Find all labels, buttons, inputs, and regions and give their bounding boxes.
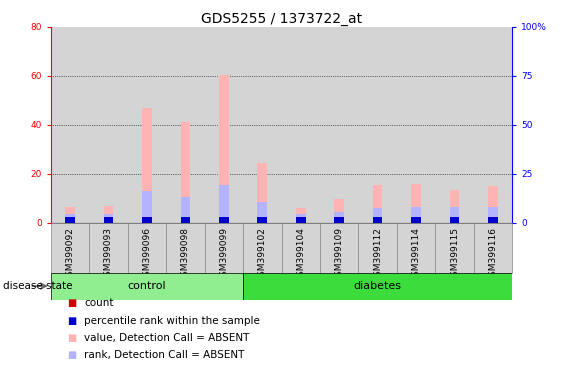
Bar [65, 214, 75, 223]
Bar [243, 273, 512, 300]
Bar [219, 74, 229, 223]
Bar [257, 218, 267, 223]
Bar [474, 223, 512, 273]
Text: GSM399116: GSM399116 [489, 227, 498, 282]
Bar [89, 27, 128, 223]
Bar [104, 214, 113, 223]
Bar [65, 217, 75, 223]
Bar [359, 223, 397, 273]
Bar [142, 218, 151, 223]
Bar [89, 223, 128, 273]
Bar [51, 273, 243, 300]
Bar [296, 217, 306, 223]
Bar [334, 217, 344, 223]
Bar [412, 218, 421, 223]
Text: disease state: disease state [3, 281, 72, 291]
Bar [296, 214, 306, 223]
Text: GSM399112: GSM399112 [373, 227, 382, 281]
Text: count: count [84, 298, 114, 308]
Text: ■: ■ [68, 333, 77, 343]
Bar [282, 27, 320, 223]
Bar [142, 108, 151, 223]
Bar [243, 223, 282, 273]
Text: rank, Detection Call = ABSENT: rank, Detection Call = ABSENT [84, 350, 245, 360]
Text: GSM399098: GSM399098 [181, 227, 190, 282]
Bar [282, 223, 320, 273]
Bar [181, 218, 190, 223]
Bar [397, 27, 435, 223]
Bar [104, 205, 113, 223]
Bar [412, 217, 421, 223]
Bar [488, 186, 498, 223]
Bar [204, 27, 243, 223]
Text: ■: ■ [68, 350, 77, 360]
Bar [450, 207, 459, 223]
Bar [296, 208, 306, 223]
Bar [219, 185, 229, 223]
Text: GSM399114: GSM399114 [412, 227, 421, 281]
Bar [166, 27, 204, 223]
Bar [104, 218, 113, 223]
Bar [296, 218, 306, 223]
Text: value, Detection Call = ABSENT: value, Detection Call = ABSENT [84, 333, 250, 343]
Bar [65, 207, 75, 223]
Bar [334, 218, 344, 223]
Bar [243, 27, 282, 223]
Title: GDS5255 / 1373722_at: GDS5255 / 1373722_at [201, 12, 362, 26]
Bar [104, 217, 113, 223]
Bar [450, 218, 459, 223]
Text: percentile rank within the sample: percentile rank within the sample [84, 316, 260, 326]
Bar [488, 217, 498, 223]
Bar [373, 218, 382, 223]
Bar [373, 217, 382, 223]
Bar [359, 27, 397, 223]
Bar [488, 218, 498, 223]
Bar [488, 207, 498, 223]
Bar [142, 191, 151, 223]
Bar [373, 185, 382, 223]
Bar [181, 217, 190, 223]
Bar [204, 223, 243, 273]
Text: GSM399109: GSM399109 [335, 227, 343, 282]
Bar [373, 208, 382, 223]
Text: ■: ■ [68, 298, 77, 308]
Text: diabetes: diabetes [354, 281, 401, 291]
Bar [412, 184, 421, 223]
Bar [257, 217, 267, 223]
Bar [450, 190, 459, 223]
Text: GSM399096: GSM399096 [142, 227, 151, 282]
Bar [435, 27, 474, 223]
Text: GSM399092: GSM399092 [65, 227, 74, 281]
Text: GSM399099: GSM399099 [220, 227, 228, 282]
Bar [320, 27, 359, 223]
Bar [257, 202, 267, 223]
Bar [257, 163, 267, 223]
Bar [435, 223, 474, 273]
Bar [65, 218, 75, 223]
Bar [51, 223, 89, 273]
Bar [412, 207, 421, 223]
Bar [181, 197, 190, 223]
Bar [334, 199, 344, 223]
Bar [320, 223, 359, 273]
Bar [181, 122, 190, 223]
Bar [128, 27, 166, 223]
Bar [128, 223, 166, 273]
Text: control: control [128, 281, 166, 291]
Bar [219, 218, 229, 223]
Bar [450, 217, 459, 223]
Bar [166, 223, 204, 273]
Bar [142, 217, 151, 223]
Text: GSM399104: GSM399104 [296, 227, 305, 281]
Text: GSM399093: GSM399093 [104, 227, 113, 282]
Bar [219, 217, 229, 223]
Bar [334, 212, 344, 223]
Bar [397, 223, 435, 273]
Text: ■: ■ [68, 316, 77, 326]
Text: GSM399115: GSM399115 [450, 227, 459, 282]
Text: GSM399102: GSM399102 [258, 227, 267, 281]
Bar [474, 27, 512, 223]
Bar [51, 27, 89, 223]
